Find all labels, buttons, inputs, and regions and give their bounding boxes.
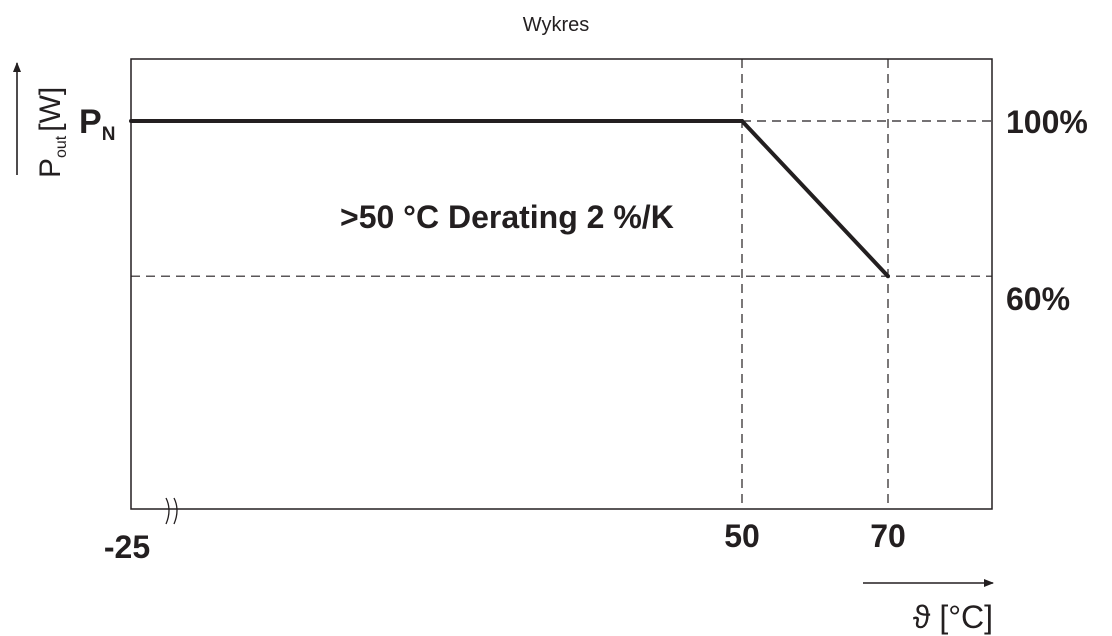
series-point-0-2 <box>886 274 890 279</box>
series-point-0-1 <box>740 119 744 123</box>
series-layer <box>129 119 890 279</box>
x-tick-label-70: 70 <box>870 518 906 554</box>
y-tick-label-100: 100% <box>1006 104 1088 140</box>
plot-frame <box>130 58 993 510</box>
y-axis-label: Pout[W] <box>34 87 70 178</box>
series-point-0-0 <box>129 119 133 123</box>
x-tick-label-50: 50 <box>724 518 760 554</box>
chart-title: Wykres <box>523 14 589 36</box>
rated-power-subscript: N <box>102 124 116 145</box>
x-axis-break-mark <box>165 497 178 525</box>
x-tick-label-minus25: -25 <box>104 529 150 565</box>
x-axis-label: ϑ [°C] <box>913 599 993 635</box>
reference-grid-lines <box>131 59 992 509</box>
derating-annotation: >50 °C Derating 2 %/K <box>340 199 674 235</box>
y-tick-label-60: 60% <box>1006 281 1070 317</box>
rated-power-label: PN <box>79 103 115 145</box>
